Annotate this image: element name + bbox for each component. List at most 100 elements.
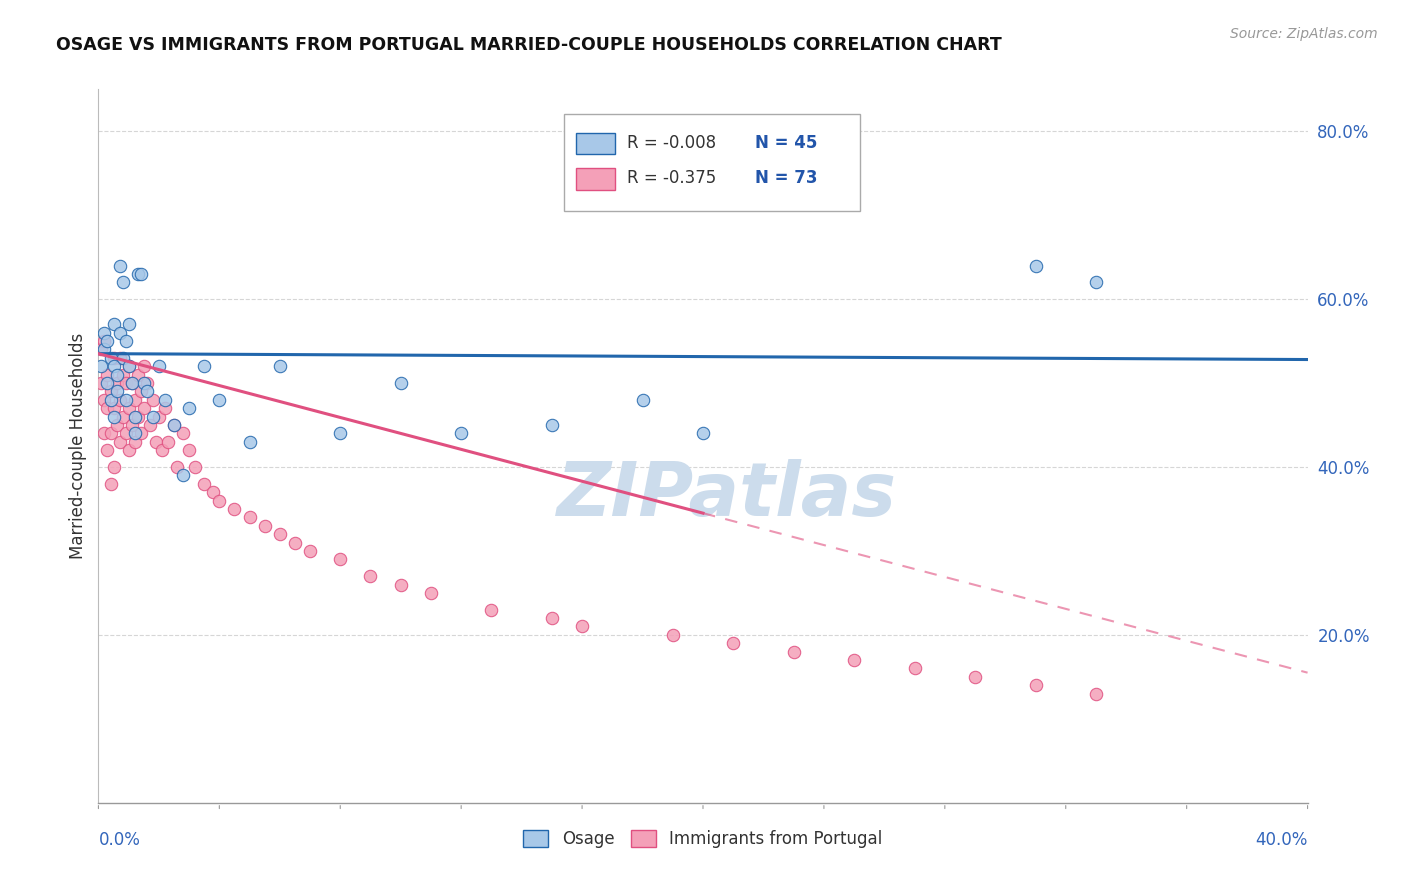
Point [103,409,125,424]
Point [193,359,215,374]
Point [1085,687,1108,701]
Point [163,417,186,432]
Point [96,368,118,382]
Point [103,351,125,365]
Point [132,401,155,416]
Point [93,334,115,348]
Point [103,401,125,416]
Point [127,409,149,424]
Point [121,417,143,432]
Point [90,376,112,390]
Point [118,443,141,458]
Point [904,661,927,675]
Point [103,318,125,332]
FancyBboxPatch shape [564,114,860,211]
Point [723,636,745,650]
Point [239,510,262,524]
Point [269,527,291,541]
Point [103,359,125,374]
Point [1085,275,1108,289]
Point [540,417,562,432]
Point [108,326,131,340]
Point [124,434,146,449]
Point [844,653,866,667]
Point [284,535,307,549]
Text: N = 73: N = 73 [755,169,817,187]
Point [571,619,593,633]
Point [96,334,118,348]
Point [184,460,207,475]
Point [118,318,141,332]
Point [299,544,322,558]
Point [114,376,136,390]
Point [121,376,143,390]
Text: N = 45: N = 45 [755,134,817,152]
Point [253,518,276,533]
Point [481,603,503,617]
Text: 40.0%: 40.0% [1256,831,1308,849]
Point [129,267,152,281]
Point [96,376,118,390]
Legend: Osage, Immigrants from Portugal: Osage, Immigrants from Portugal [523,830,883,848]
Y-axis label: Married-couple Households: Married-couple Households [69,333,87,559]
Point [100,384,122,399]
Point [179,443,201,458]
Point [1024,678,1046,692]
Point [108,351,131,365]
Point [193,476,215,491]
Point [224,502,246,516]
Point [360,569,382,583]
Point [111,275,134,289]
Text: OSAGE VS IMMIGRANTS FROM PORTUGAL MARRIED-COUPLE HOUSEHOLDS CORRELATION CHART: OSAGE VS IMMIGRANTS FROM PORTUGAL MARRIE… [56,36,1002,54]
Text: ZIPatlas: ZIPatlas [557,459,897,533]
Point [129,426,152,441]
Point [108,259,131,273]
Point [111,351,134,365]
Point [124,392,146,407]
Point [172,426,194,441]
Point [139,417,162,432]
Point [631,392,654,407]
Point [1024,259,1046,273]
Text: Source: ZipAtlas.com: Source: ZipAtlas.com [1230,27,1378,41]
Text: R = -0.375: R = -0.375 [627,169,716,187]
Point [118,359,141,374]
Point [239,434,262,449]
Point [132,376,155,390]
Point [132,359,155,374]
Point [105,417,128,432]
Point [208,392,231,407]
Point [153,392,176,407]
Point [105,376,128,390]
Point [202,485,225,500]
Point [111,409,134,424]
Point [965,670,987,684]
Point [142,409,165,424]
Point [93,326,115,340]
Point [389,376,412,390]
Point [166,460,188,475]
Point [118,359,141,374]
Point [105,384,128,399]
Point [329,426,352,441]
Point [540,611,562,625]
Point [172,468,194,483]
Point [90,359,112,374]
Point [100,476,122,491]
Point [179,401,201,416]
Point [93,426,115,441]
Point [93,392,115,407]
Point [100,351,122,365]
FancyBboxPatch shape [576,169,614,190]
Point [96,443,118,458]
Point [269,359,291,374]
Point [142,392,165,407]
Point [118,401,141,416]
Point [145,434,167,449]
Point [389,577,412,591]
Text: R = -0.008: R = -0.008 [627,134,716,152]
Text: 0.0%: 0.0% [98,831,141,849]
Point [156,434,179,449]
Point [163,417,186,432]
Point [108,434,131,449]
